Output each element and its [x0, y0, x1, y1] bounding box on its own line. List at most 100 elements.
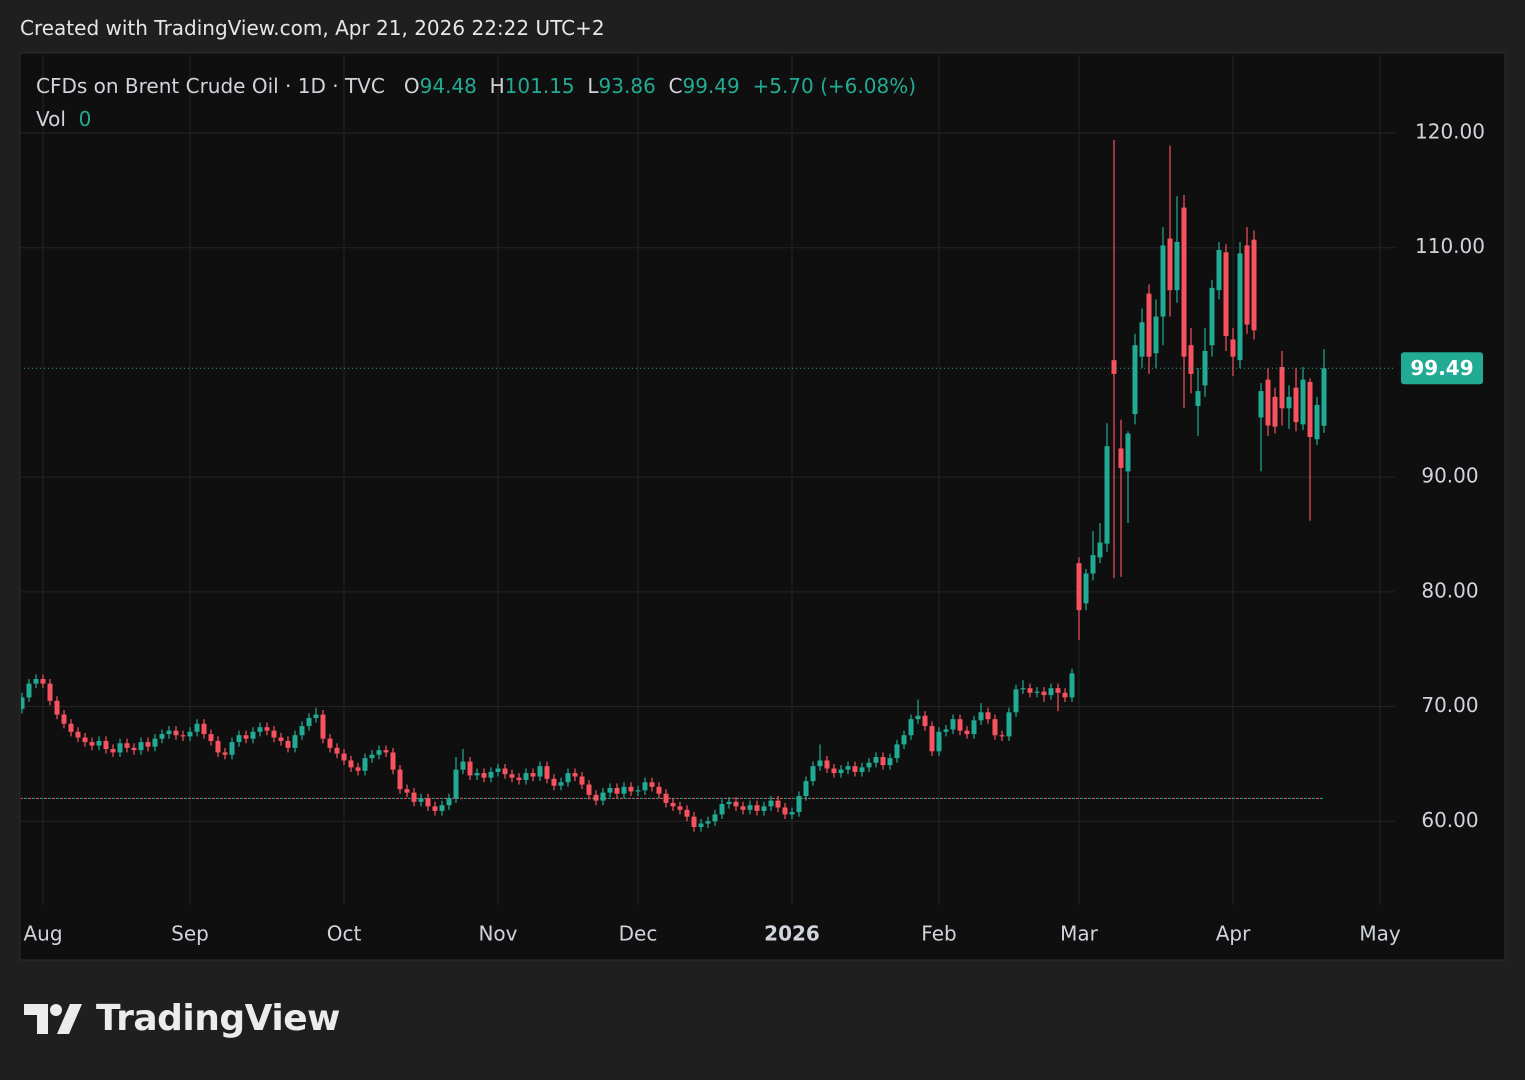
candle-body — [1104, 446, 1110, 544]
candle-body — [26, 683, 32, 698]
candle-body — [579, 776, 585, 785]
candle-body — [1209, 287, 1215, 346]
y-tick-label: 110.00 — [1415, 234, 1485, 258]
candle-body — [999, 735, 1005, 737]
ohlc-value: 101.15 — [504, 74, 575, 98]
ohlc-value: 94.48 — [419, 74, 477, 98]
candle-body — [1090, 555, 1096, 574]
x-tick-label: Aug — [23, 922, 62, 946]
candle-body — [75, 731, 81, 738]
candle-body — [21, 697, 25, 709]
candle-body — [257, 727, 263, 732]
candle-body — [1167, 238, 1173, 291]
candle-body — [222, 752, 228, 755]
candle-body — [943, 729, 949, 732]
candle-body — [194, 723, 200, 732]
candle-body — [894, 744, 900, 759]
change: +5.70 (+6.08%) — [752, 74, 917, 98]
candle-body — [859, 767, 865, 772]
candle-body — [1230, 339, 1236, 357]
x-tick-label: Dec — [619, 922, 658, 946]
x-tick-label: Apr — [1216, 922, 1251, 946]
candle-body — [1013, 689, 1019, 713]
candle-body — [775, 800, 781, 808]
last-price-box — [1401, 352, 1483, 385]
candle-body — [103, 740, 109, 749]
y-tick-label: 120.00 — [1415, 120, 1485, 144]
candle-body — [1027, 688, 1033, 693]
x-tick-label: Nov — [478, 922, 517, 946]
candle-body — [229, 742, 235, 755]
candle-body — [250, 731, 256, 739]
candle-body — [68, 723, 74, 732]
candle-body — [82, 737, 88, 743]
candle-body — [838, 769, 844, 774]
candle-body — [691, 816, 697, 827]
candle-body — [985, 712, 991, 720]
candle-body — [824, 760, 830, 769]
candle-body — [320, 714, 326, 739]
ohlc-label: L — [587, 74, 599, 98]
candle-body — [1132, 345, 1138, 415]
candle-body — [271, 730, 277, 738]
candle-body — [992, 719, 998, 736]
candle-body — [432, 806, 438, 811]
candle-body — [537, 766, 543, 777]
logo: TradingView — [24, 998, 340, 1039]
candle-body — [453, 769, 459, 799]
y-tick-label: 60.00 — [1421, 808, 1478, 832]
candle-body — [1055, 688, 1061, 693]
candle-body — [502, 768, 508, 775]
candle-body — [1139, 322, 1145, 357]
candle-body — [138, 742, 144, 751]
candle-body — [1251, 239, 1257, 331]
candle-body — [1174, 241, 1180, 291]
candle-body — [355, 767, 361, 771]
ohlc-label: H — [489, 74, 505, 98]
candle-body — [866, 762, 872, 768]
candle-body — [1111, 360, 1117, 374]
legend-row: CFDs on Brent Crude Oil · 1D · TVC O94.4… — [36, 70, 916, 103]
last-price-label: 99.49 — [1410, 356, 1473, 380]
candle-body — [124, 743, 130, 748]
candle-body — [614, 787, 620, 794]
candle-body — [782, 807, 788, 815]
candle-body — [334, 747, 340, 754]
candle-body — [523, 773, 529, 780]
candle-body — [446, 798, 452, 806]
candle-body — [922, 715, 928, 727]
candle-body — [348, 760, 354, 768]
candle-body — [96, 740, 102, 746]
candle-body — [908, 719, 914, 736]
candle-body — [754, 805, 760, 811]
legend: CFDs on Brent Crude Oil · 1D · TVC O94.4… — [36, 70, 916, 136]
ohlc-value: 93.86 — [598, 74, 656, 98]
candle-body — [558, 782, 564, 786]
candle-body — [1314, 404, 1320, 440]
candle-body — [369, 754, 375, 759]
watermark-header: Created with TradingView.com, Apr 21, 20… — [20, 16, 605, 40]
candle-body — [1307, 381, 1313, 437]
y-tick-label: 70.00 — [1421, 693, 1478, 717]
candle-body — [278, 737, 284, 741]
x-tick-label: Oct — [327, 922, 362, 946]
candle-body — [747, 805, 753, 810]
x-tick-label: Feb — [921, 922, 956, 946]
candle-body — [649, 782, 655, 787]
volume-value: 0 — [78, 107, 92, 131]
candle-body — [586, 784, 592, 795]
candle-body — [901, 735, 907, 745]
candle-body — [1272, 396, 1278, 427]
logo-icon — [24, 1003, 82, 1034]
candle-body — [159, 734, 165, 739]
candle-body — [1146, 293, 1152, 357]
candle-body — [236, 735, 242, 743]
candle-body — [810, 766, 816, 782]
candle-body — [299, 726, 305, 736]
candle-body — [565, 773, 571, 783]
logo-text: TradingView — [96, 998, 340, 1039]
ohlc-value: 99.49 — [682, 74, 740, 98]
candle-body — [1062, 692, 1068, 698]
